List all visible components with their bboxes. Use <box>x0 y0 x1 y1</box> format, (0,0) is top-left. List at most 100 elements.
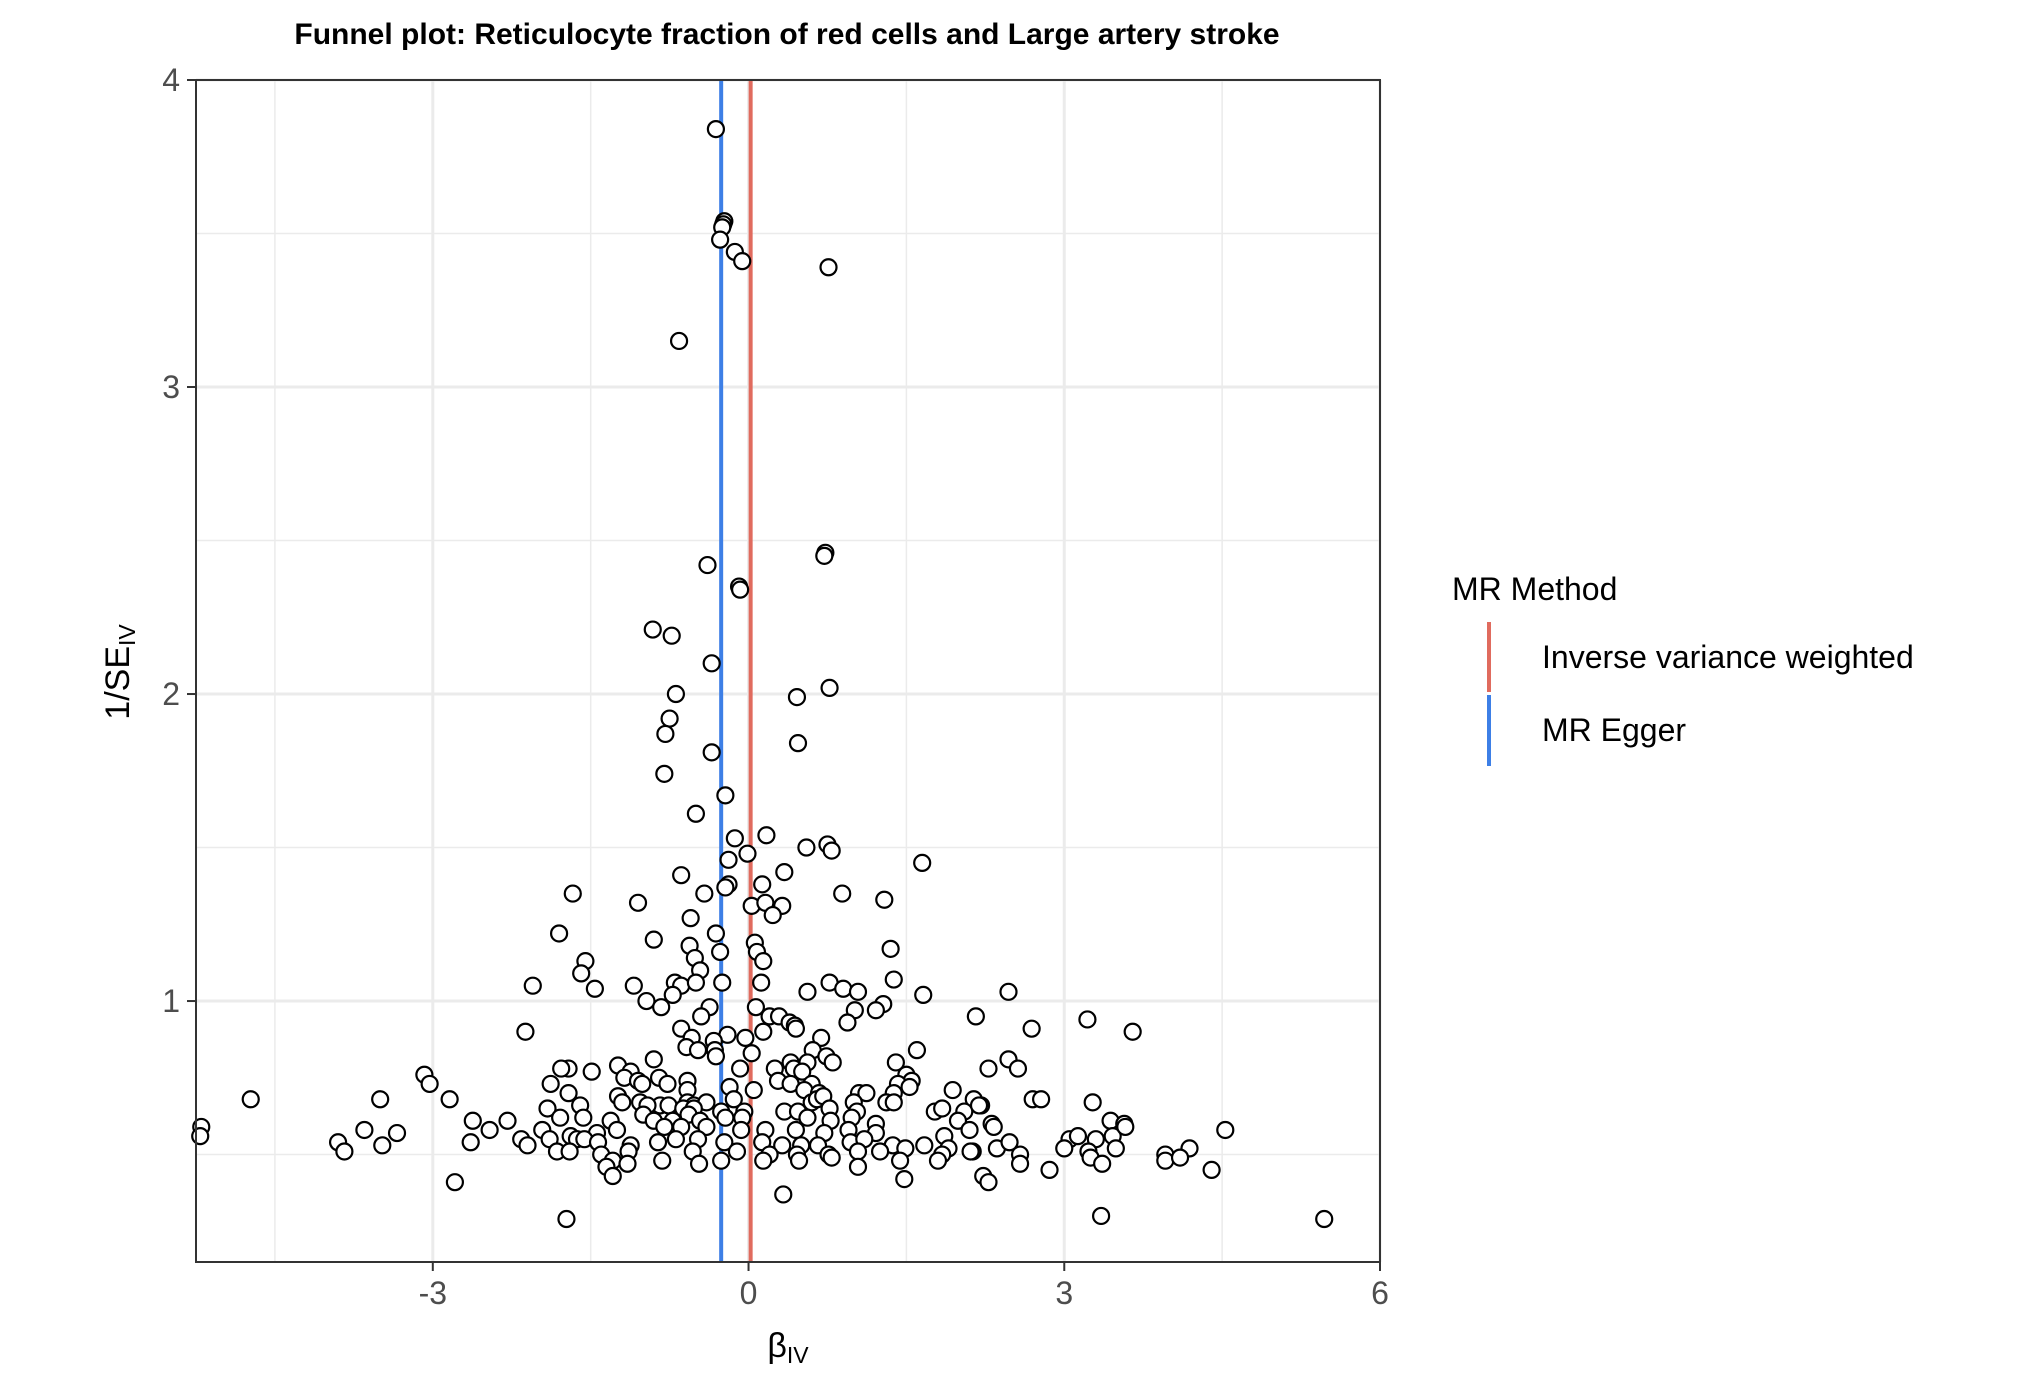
data-point <box>848 1142 868 1161</box>
data-point <box>516 1022 535 1041</box>
x-axis: -3 0 3 6 <box>419 1262 1389 1311</box>
data-point <box>716 878 735 897</box>
data-point <box>815 546 834 565</box>
data-point <box>656 724 675 744</box>
data-point <box>788 734 808 753</box>
data-point <box>727 1142 747 1161</box>
data-point <box>773 1136 792 1155</box>
data-point <box>1068 1127 1088 1146</box>
data-point <box>881 939 900 958</box>
data-point <box>574 1108 593 1127</box>
x-tick-label: -3 <box>419 1275 447 1311</box>
data-point <box>1106 1139 1125 1158</box>
data-point <box>738 844 757 863</box>
data-point <box>753 875 772 894</box>
data-point <box>812 1028 831 1047</box>
data-point <box>560 1142 579 1161</box>
data-point <box>1170 1148 1190 1167</box>
data-point <box>498 1111 517 1130</box>
data-point <box>774 1185 793 1204</box>
data-point <box>461 1133 480 1152</box>
grid-minor <box>196 80 1380 1262</box>
data-point <box>541 1074 560 1094</box>
data-point <box>1216 1120 1235 1140</box>
data-point <box>371 1090 390 1109</box>
data-point <box>563 884 582 903</box>
data-point <box>637 991 656 1011</box>
data-point <box>1000 1133 1019 1152</box>
data-point <box>913 853 932 872</box>
data-point <box>688 1041 708 1060</box>
data-point <box>523 976 542 995</box>
data-point <box>686 804 706 823</box>
data-point <box>607 1120 627 1140</box>
data-point <box>820 678 839 697</box>
data-point <box>335 1142 354 1161</box>
data-point <box>943 1080 962 1100</box>
data-point <box>663 985 682 1004</box>
data-point <box>241 1090 260 1109</box>
data-point <box>557 1209 576 1229</box>
data-point <box>702 743 721 762</box>
data-point <box>736 1028 755 1047</box>
data-point <box>1116 1117 1135 1137</box>
snp-points <box>191 120 1334 1229</box>
data-point <box>733 252 752 271</box>
data-point <box>660 709 679 728</box>
y-axis-title: 1/SEIV <box>99 624 140 720</box>
data-point <box>969 1096 989 1115</box>
data-point <box>787 687 807 707</box>
data-point <box>692 1007 711 1026</box>
data-point <box>895 1170 914 1189</box>
data-point <box>681 909 700 928</box>
data-point <box>1040 1160 1059 1179</box>
data-point <box>695 884 714 903</box>
data-point <box>440 1090 459 1109</box>
y-tick-label: 3 <box>162 369 180 405</box>
data-point <box>798 1108 817 1127</box>
data-point <box>725 829 744 848</box>
data-point <box>900 1077 919 1097</box>
data-point <box>706 120 726 139</box>
data-point <box>672 866 691 885</box>
data-point <box>1055 1139 1074 1158</box>
data-point <box>666 684 686 704</box>
data-point <box>948 1111 968 1130</box>
data-point <box>585 979 604 998</box>
data-point <box>731 1059 750 1078</box>
data-point <box>890 1151 910 1170</box>
data-point <box>742 1044 761 1063</box>
data-point <box>1123 1022 1142 1041</box>
data-point <box>715 1133 734 1152</box>
data-point <box>960 1120 979 1140</box>
data-point <box>633 1074 652 1094</box>
data-point <box>1022 1019 1041 1038</box>
data-point <box>731 580 750 599</box>
data-point <box>907 1041 927 1060</box>
legend-label-mr-egger: MR Egger <box>1542 712 1686 748</box>
data-point <box>658 1074 677 1094</box>
data-point <box>754 1151 773 1170</box>
data-point <box>884 1093 903 1112</box>
x-tick-label: 0 <box>740 1275 758 1311</box>
data-point <box>706 924 726 943</box>
data-point <box>1315 1209 1334 1229</box>
x-axis-title-main: β <box>767 1327 787 1365</box>
data-point <box>644 930 663 949</box>
data-point <box>915 1136 934 1155</box>
data-point <box>716 786 735 805</box>
data-point <box>689 1154 709 1173</box>
data-point <box>754 1022 773 1041</box>
data-point <box>744 1080 763 1100</box>
data-point <box>652 998 671 1017</box>
data-point <box>445 1173 465 1192</box>
data-point <box>1032 1090 1051 1109</box>
data-point <box>662 626 681 645</box>
data-point <box>789 1151 809 1170</box>
data-point <box>797 838 816 857</box>
data-point <box>603 1166 622 1186</box>
data-point <box>724 1090 743 1109</box>
data-point <box>719 850 738 869</box>
data-point <box>875 890 894 909</box>
